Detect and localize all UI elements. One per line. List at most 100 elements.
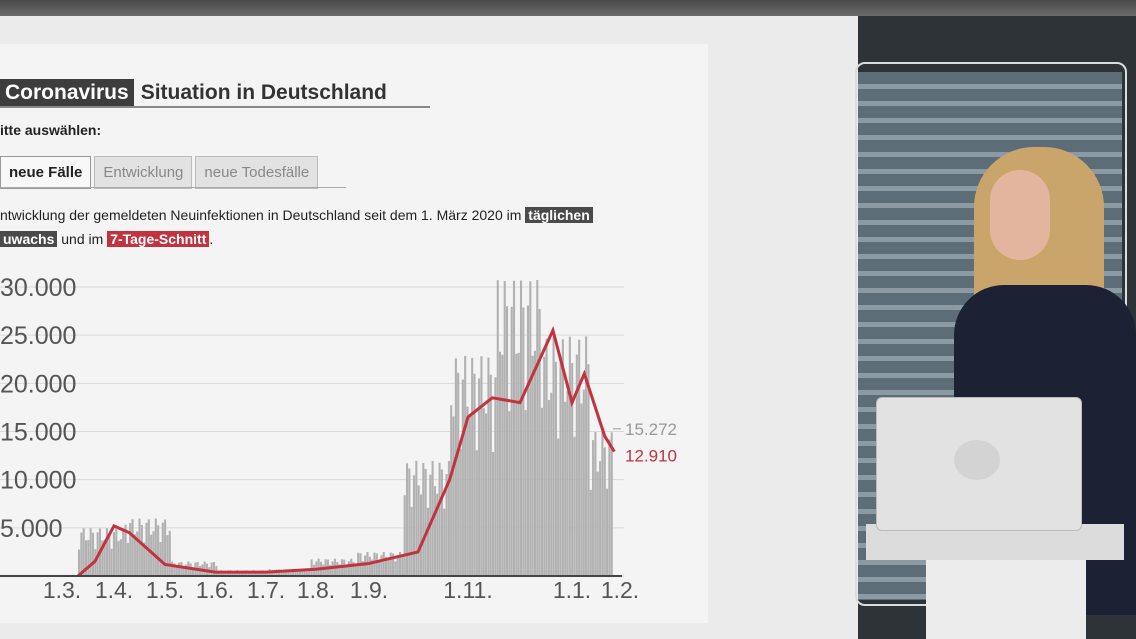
daily-bar xyxy=(364,555,367,576)
x-tick-label: 1.3. xyxy=(43,577,81,603)
x-tick-label: 1.4. xyxy=(95,577,133,603)
daily-bar xyxy=(361,561,364,576)
daily-bar xyxy=(399,551,402,576)
daily-bar xyxy=(499,351,502,576)
daily-bar xyxy=(317,558,320,576)
daily-bar xyxy=(296,571,299,576)
choose-label: itte auswählen: xyxy=(0,122,102,138)
daily-bar xyxy=(224,572,227,576)
tab-bar: neue Fälle Entwicklung neue Todesfälle xyxy=(0,156,321,189)
daily-bar xyxy=(87,539,90,576)
daily-bar xyxy=(522,307,525,576)
daily-bar xyxy=(84,540,88,576)
daily-bar xyxy=(124,524,127,576)
desk-leg xyxy=(926,560,1086,639)
daily-bar xyxy=(464,355,467,576)
y-tick-label: 30.000 xyxy=(0,274,76,302)
daily-bar xyxy=(578,339,581,576)
daily-bar xyxy=(354,564,357,576)
headline: Coronavirus Situation in Deutschland xyxy=(0,78,387,108)
daily-bar xyxy=(412,475,416,576)
daily-bar xyxy=(389,552,392,576)
daily-end-label: 15.272 xyxy=(625,420,677,439)
daily-bar xyxy=(468,414,471,576)
title-underline xyxy=(0,106,430,108)
daily-bar xyxy=(415,460,418,576)
desc-text-2: und im xyxy=(57,231,108,247)
daily-bar xyxy=(310,559,313,576)
daily-bar xyxy=(289,571,292,576)
daily-bar xyxy=(103,539,106,576)
daily-bar xyxy=(247,572,250,576)
daily-bar xyxy=(231,572,234,576)
daily-bar xyxy=(531,355,534,576)
tab-entwicklung[interactable]: Entwicklung xyxy=(94,156,193,189)
daily-bar xyxy=(264,571,267,576)
daily-bar xyxy=(501,354,504,576)
daily-bar xyxy=(82,528,85,576)
daily-bar xyxy=(212,561,216,576)
daily-bar xyxy=(405,463,409,576)
daily-bar xyxy=(471,357,474,576)
daily-bar xyxy=(143,542,146,576)
daily-bar xyxy=(336,561,339,576)
topic-tag: Coronavirus xyxy=(0,79,134,107)
daily-bar xyxy=(401,556,404,576)
x-tick-label: 1.5. xyxy=(146,577,184,603)
x-tick-label: 1.9. xyxy=(350,577,388,603)
daily-bar xyxy=(80,532,83,576)
daily-bar xyxy=(173,563,176,576)
daily-bar xyxy=(526,305,530,576)
top-bezel xyxy=(0,0,1136,16)
daily-bar xyxy=(371,559,374,576)
daily-bar xyxy=(568,336,571,576)
daily-bar xyxy=(112,532,115,576)
daily-bar xyxy=(329,564,332,576)
daily-bar xyxy=(117,540,120,576)
daily-bar xyxy=(494,377,497,576)
daily-bar xyxy=(282,570,285,576)
daily-bar xyxy=(475,450,478,576)
daily-bar xyxy=(480,356,483,576)
daily-bar xyxy=(478,378,481,576)
daily-bar xyxy=(508,411,511,576)
daily-bar xyxy=(140,524,143,576)
daily-bar xyxy=(273,571,276,576)
chart-description: ntwicklung der gemeldeten Neuinfektionen… xyxy=(0,203,640,251)
daily-bar xyxy=(443,508,446,576)
daily-bar xyxy=(559,355,562,576)
daily-bar xyxy=(380,555,383,576)
daily-bar xyxy=(417,485,420,576)
tab-neue-todesfaelle[interactable]: neue Todesfälle xyxy=(195,156,319,189)
y-tick-label: 5.000 xyxy=(0,515,63,543)
daily-bar xyxy=(343,559,346,576)
daily-bar xyxy=(115,528,118,576)
daily-bar xyxy=(487,357,490,576)
daily-bar xyxy=(154,518,157,576)
avg-end-label: 12.910 xyxy=(625,447,677,466)
daily-bar xyxy=(250,571,253,576)
x-tick-label: 1.6. xyxy=(196,577,234,603)
daily-bar xyxy=(305,571,309,576)
daily-bar xyxy=(185,564,188,576)
daily-bar xyxy=(240,572,243,576)
daily-bar xyxy=(308,569,311,576)
daily-bar xyxy=(368,556,371,576)
daily-bar xyxy=(452,416,455,576)
daily-bar xyxy=(547,400,550,576)
daily-bar xyxy=(171,561,174,576)
desc-text-3: . xyxy=(209,231,214,247)
daily-bar xyxy=(461,379,464,576)
daily-bar xyxy=(596,471,599,576)
daily-bar xyxy=(292,569,295,576)
daily-bar xyxy=(387,559,390,576)
daily-bar xyxy=(533,350,537,576)
daily-bar xyxy=(606,488,609,576)
tab-neue-faelle[interactable]: neue Fälle xyxy=(0,156,92,189)
daily-bar xyxy=(510,306,513,576)
daily-bar xyxy=(403,495,406,576)
daily-bar xyxy=(161,522,164,576)
daily-bar xyxy=(466,406,469,576)
daily-bar xyxy=(438,462,441,576)
daily-bar xyxy=(101,540,104,576)
